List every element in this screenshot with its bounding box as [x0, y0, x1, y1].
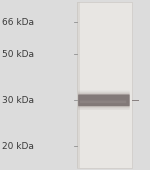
Text: 30 kDa: 30 kDa [2, 96, 33, 105]
Text: 50 kDa: 50 kDa [2, 50, 33, 59]
Bar [77, 2, 80, 168]
Bar [77, 2, 132, 168]
FancyBboxPatch shape [78, 95, 130, 106]
FancyBboxPatch shape [80, 100, 126, 103]
FancyBboxPatch shape [78, 91, 130, 110]
FancyBboxPatch shape [78, 94, 130, 107]
FancyBboxPatch shape [78, 92, 130, 108]
Text: 20 kDa: 20 kDa [2, 142, 33, 151]
Text: 66 kDa: 66 kDa [2, 18, 33, 27]
